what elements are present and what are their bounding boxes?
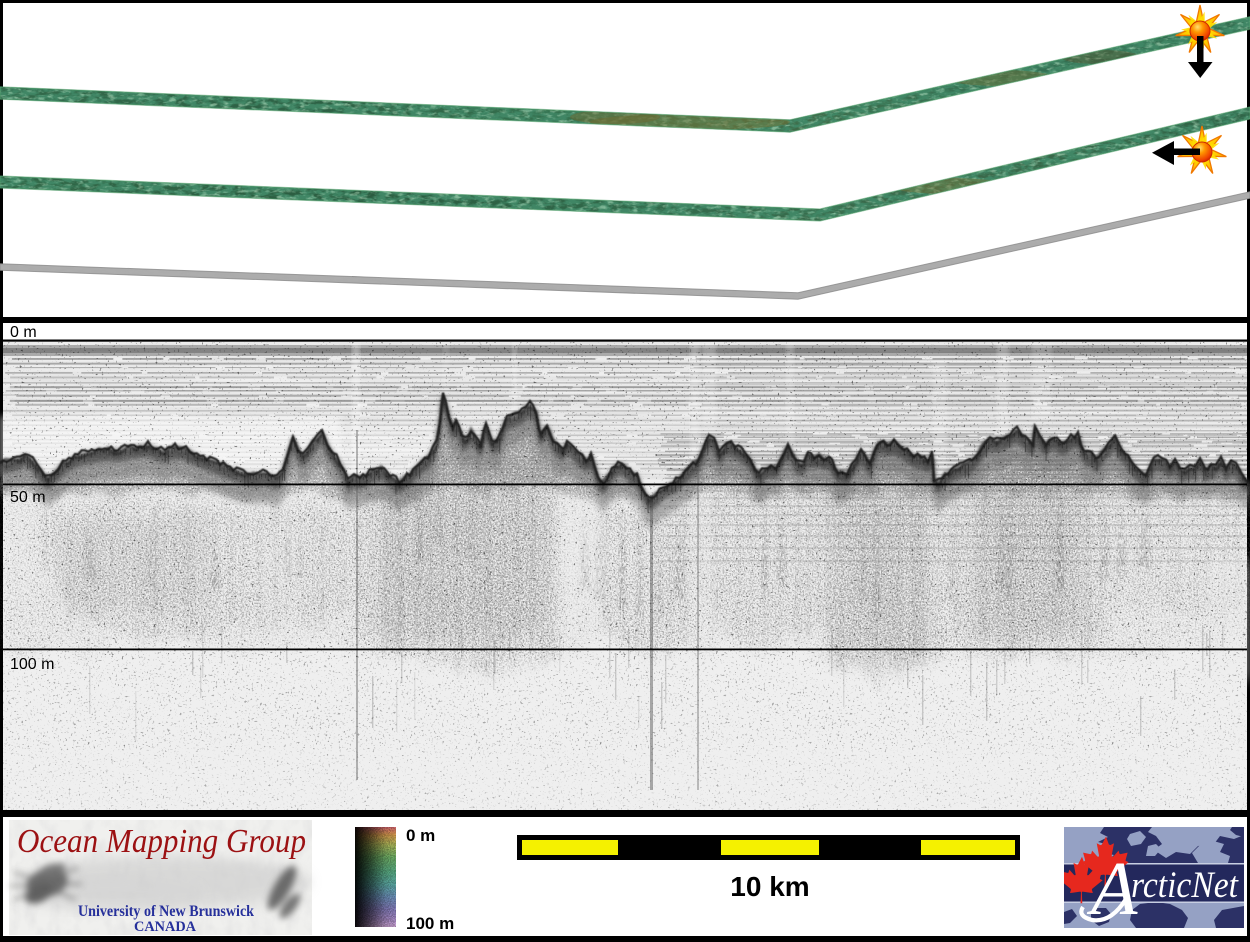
svg-text:University of New Brunswick: University of New Brunswick — [78, 903, 254, 920]
svg-text:10 km: 10 km — [730, 871, 809, 902]
svg-text:100 m: 100 m — [406, 914, 454, 933]
svg-text:CANADA: CANADA — [134, 919, 196, 935]
svg-text:rcticNet: rcticNet — [1131, 865, 1240, 906]
svg-text:50 m: 50 m — [10, 489, 46, 506]
svg-text:0 m: 0 m — [406, 826, 435, 845]
svg-text:0 m: 0 m — [10, 324, 37, 341]
svg-text:100 m: 100 m — [10, 656, 54, 673]
svg-text:Ocean Mapping Group: Ocean Mapping Group — [17, 823, 306, 860]
